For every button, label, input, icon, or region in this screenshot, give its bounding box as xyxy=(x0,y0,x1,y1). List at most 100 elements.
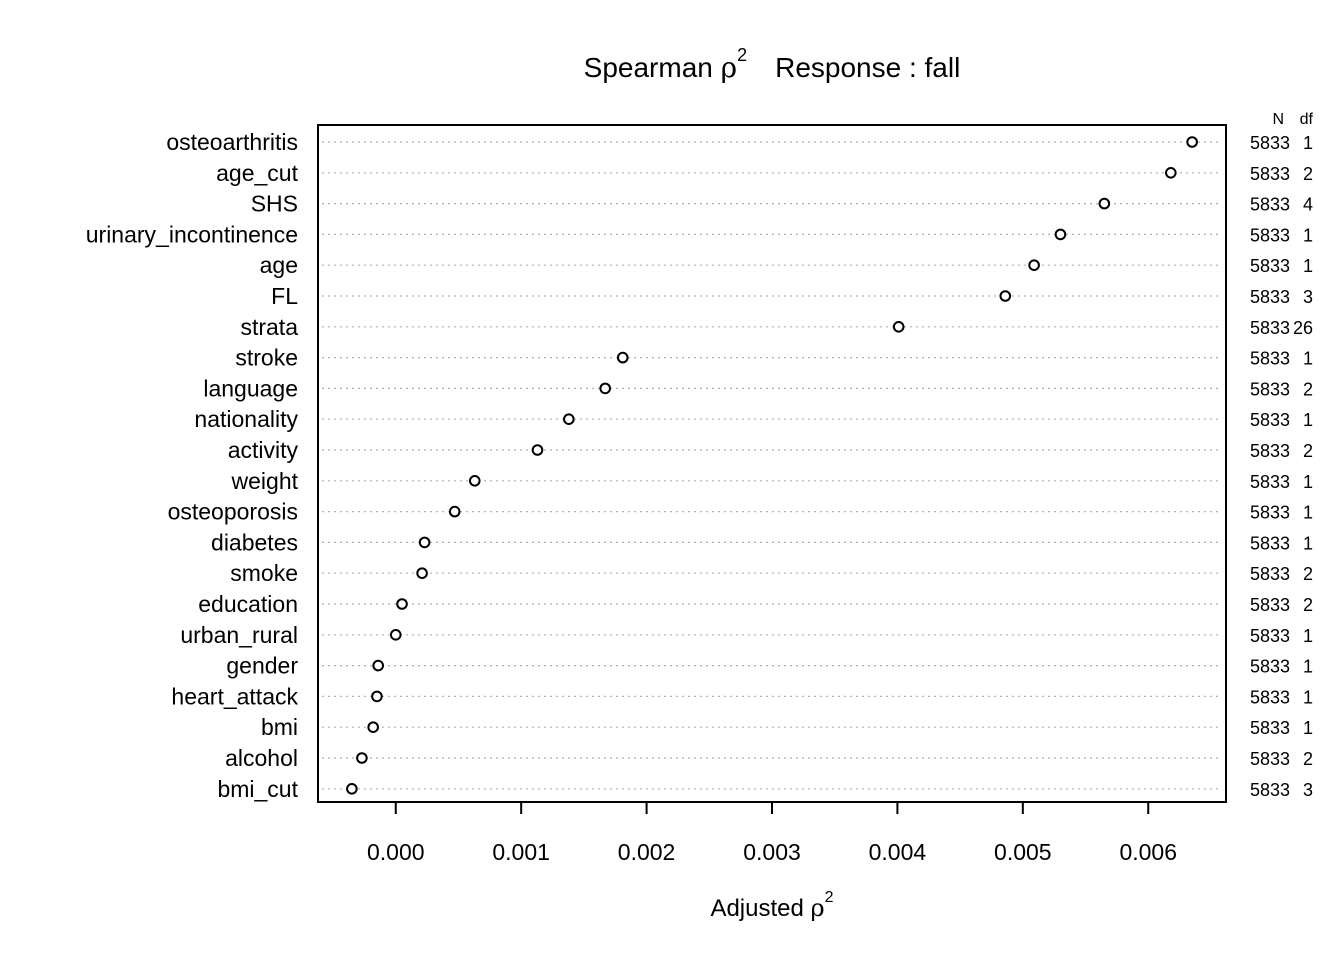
df-value: 26 xyxy=(1293,318,1313,338)
n-value: 5833 xyxy=(1250,595,1290,615)
data-point-heart-attack xyxy=(371,690,383,703)
data-point-age-cut xyxy=(1165,167,1177,179)
y-tick-label: bmi_cut xyxy=(217,776,298,802)
y-tick-label: alcohol xyxy=(225,745,298,771)
data-point-strata xyxy=(892,321,905,333)
n-value: 5833 xyxy=(1250,195,1290,215)
chart-title: Spearman ρ2 Response : fall xyxy=(584,45,961,84)
y-tick-label: stroke xyxy=(235,345,298,371)
title-rho: ρ xyxy=(721,51,737,84)
df-value: 1 xyxy=(1303,657,1313,677)
y-tick-labels: osteoarthritis age_cut SHS urinary_incontin… xyxy=(86,129,299,802)
df-value: 1 xyxy=(1303,133,1313,153)
data-point-osteoarthritis xyxy=(1186,136,1198,148)
n-value: 5833 xyxy=(1250,718,1290,738)
x-axis-label: Adjusted ρ2 xyxy=(710,889,833,922)
n-value: 5833 xyxy=(1250,626,1290,646)
df-value: 1 xyxy=(1303,349,1313,369)
y-tick-label: SHS xyxy=(251,191,298,217)
df-value: 1 xyxy=(1303,410,1313,430)
n-value: 5833 xyxy=(1250,318,1290,338)
data-point-weight xyxy=(468,475,481,487)
y-tick-label: age_cut xyxy=(216,160,298,186)
data-point-FL xyxy=(999,290,1012,302)
xlabel-sup: 2 xyxy=(825,889,834,906)
n-value: 5833 xyxy=(1250,749,1290,769)
y-tick-label: osteoporosis xyxy=(168,499,298,525)
df-value: 2 xyxy=(1303,164,1313,184)
n-value: 5833 xyxy=(1250,256,1290,276)
n-value: 5833 xyxy=(1250,349,1290,369)
n-value: 5833 xyxy=(1250,472,1290,492)
y-tick-label: bmi xyxy=(261,714,298,740)
y-tick-label: FL xyxy=(271,283,298,309)
x-axis: 0.000 0.001 0.002 0.003 0.004 0.005 0.006 xyxy=(367,802,1177,865)
df-value: 1 xyxy=(1303,503,1313,523)
title-part1: Spearman xyxy=(584,52,721,83)
data-point-urinary-incontinence xyxy=(1054,228,1067,241)
data-point-smoke xyxy=(416,567,428,580)
header-df: df xyxy=(1300,111,1314,128)
plot-frame xyxy=(317,124,1227,803)
df-value: 2 xyxy=(1303,749,1313,769)
n-value: 5833 xyxy=(1250,133,1290,153)
data-point-alcohol xyxy=(356,752,368,764)
df-value: 1 xyxy=(1303,256,1313,276)
y-tick-label: age xyxy=(260,252,298,278)
n-value: 5833 xyxy=(1250,687,1290,707)
df-value: 3 xyxy=(1303,287,1313,307)
data-point-stroke xyxy=(616,351,629,364)
y-tick-label: activity xyxy=(228,437,299,463)
x-tick-label: 0.004 xyxy=(869,839,927,865)
n-value: 5833 xyxy=(1250,379,1290,399)
df-value: 2 xyxy=(1303,441,1313,461)
df-value: 4 xyxy=(1303,195,1313,215)
data-point-gender xyxy=(372,659,384,672)
xlabel-text: Adjusted xyxy=(710,895,810,922)
y-tick-label: language xyxy=(203,375,298,401)
df-value: 1 xyxy=(1303,687,1313,707)
y-tick-label: osteoarthritis xyxy=(166,129,298,155)
n-value: 5833 xyxy=(1250,503,1290,523)
y-tick-label: gender xyxy=(226,653,298,679)
y-tick-label: urban_rural xyxy=(180,622,298,648)
y-tick-label: strata xyxy=(240,314,298,340)
y-tick-label: nationality xyxy=(194,406,298,432)
data-point-bmi-cut xyxy=(346,783,358,795)
df-value: 3 xyxy=(1303,780,1313,800)
x-tick-label: 0.003 xyxy=(743,839,801,865)
data-point-nationality xyxy=(563,413,575,426)
n-value: 5833 xyxy=(1250,287,1290,307)
n-value: 5833 xyxy=(1250,225,1290,245)
df-value: 2 xyxy=(1303,595,1313,615)
y-tick-label: education xyxy=(198,591,298,617)
df-value: 1 xyxy=(1303,533,1313,553)
df-value: 1 xyxy=(1303,472,1313,492)
n-value: 5833 xyxy=(1250,564,1290,584)
y-tick-label: weight xyxy=(231,468,299,494)
n-value: 5833 xyxy=(1250,533,1290,553)
data-point-language xyxy=(599,382,611,395)
data-point-diabetes xyxy=(418,536,431,549)
gridlines xyxy=(322,141,1222,790)
x-tick-label: 0.006 xyxy=(1119,839,1177,865)
df-value: 1 xyxy=(1303,626,1313,646)
y-tick-label: smoke xyxy=(230,560,298,586)
n-value: 5833 xyxy=(1250,441,1290,461)
data-point-SHS xyxy=(1098,197,1111,210)
n-value: 5833 xyxy=(1250,164,1290,184)
n-value: 5833 xyxy=(1250,410,1290,430)
data-point-age xyxy=(1028,259,1040,272)
df-value: 2 xyxy=(1303,564,1313,584)
df-value: 1 xyxy=(1303,718,1313,738)
data-point-activity xyxy=(531,444,544,456)
title-part2: Response : fall xyxy=(775,52,960,83)
data-point-osteoporosis xyxy=(448,505,461,518)
data-point-bmi xyxy=(367,721,379,734)
x-tick-label: 0.005 xyxy=(994,839,1052,865)
y-tick-label: diabetes xyxy=(211,529,298,555)
header-n: N xyxy=(1272,111,1284,128)
df-value: 1 xyxy=(1303,225,1313,245)
